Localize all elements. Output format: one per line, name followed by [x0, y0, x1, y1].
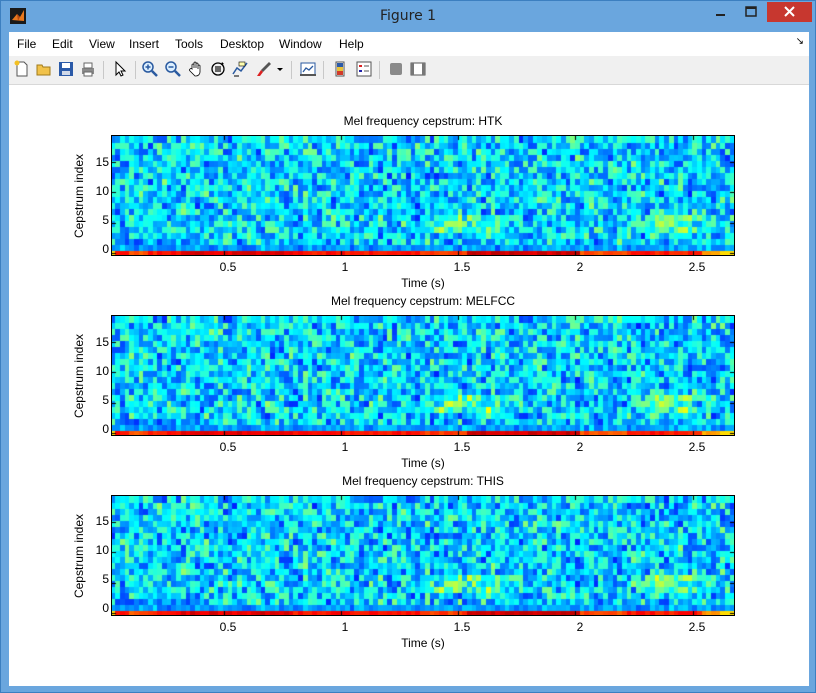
x-axis-label: Time (s) — [401, 456, 445, 470]
y-tick-label: 5 — [102, 393, 109, 407]
subplot-title: Mel frequency cepstrum: MELFCC — [330, 294, 516, 308]
toolbar-separator — [379, 61, 380, 79]
y-axis-label: Cepstrum index — [72, 153, 86, 239]
x-tick-label: 0.5 — [219, 260, 237, 274]
y-tick-label: 15 — [95, 335, 109, 349]
menu-insert[interactable]: Insert — [129, 37, 160, 51]
brush-icon[interactable] — [255, 60, 273, 78]
menu-file[interactable]: File — [17, 37, 37, 51]
title-bar[interactable]: Figure 1 — [1, 1, 815, 31]
spectrogram-image — [111, 495, 735, 616]
legend-icon[interactable] — [355, 60, 373, 78]
toolbar-separator — [103, 61, 104, 79]
menu-tools[interactable]: Tools — [175, 37, 204, 51]
y-tick-label: 0 — [102, 242, 109, 256]
dock-arrow-icon[interactable]: ↘ — [795, 36, 804, 47]
open-file-icon[interactable] — [35, 60, 53, 78]
x-tick-label: 1.5 — [453, 620, 471, 634]
y-tick-label: 10 — [95, 543, 109, 557]
y-tick-label: 10 — [95, 364, 109, 378]
x-tick-label: 1.5 — [453, 440, 471, 454]
minimize-button[interactable] — [705, 2, 735, 22]
close-icon — [784, 6, 795, 17]
pointer-icon[interactable] — [111, 60, 129, 78]
subplot-title: Mel frequency cepstrum: THIS — [342, 474, 504, 488]
data-cursor-icon[interactable] — [231, 60, 249, 78]
show-plot-tools-icon[interactable] — [409, 60, 427, 78]
x-axis-label: Time (s) — [401, 276, 445, 290]
figure-canvas: Mel frequency cepstrum: HTK Cepstrum ind… — [9, 85, 809, 686]
menu-window[interactable]: Window — [279, 37, 322, 51]
print-icon[interactable] — [79, 60, 97, 78]
x-axis-label: Time (s) — [401, 636, 445, 650]
y-axis-label: Cepstrum index — [72, 513, 86, 599]
subplot-title: Mel frequency cepstrum: HTK — [343, 114, 503, 128]
save-icon[interactable] — [57, 60, 75, 78]
spectrogram-image — [111, 135, 735, 256]
colorbar-icon[interactable] — [331, 60, 349, 78]
axes-frame — [111, 135, 735, 256]
x-tick-label: 1 — [341, 440, 349, 454]
x-tick-label: 2 — [576, 620, 584, 634]
x-tick-label: 1 — [341, 620, 349, 634]
y-tick-label: 0 — [102, 422, 109, 436]
menu-edit[interactable]: Edit — [52, 37, 73, 51]
axes-frame — [111, 495, 735, 616]
x-tick-label: 1 — [341, 260, 349, 274]
brush-dropdown-icon[interactable] — [275, 60, 285, 78]
y-tick-label: 15 — [95, 514, 109, 528]
x-tick-label: 1.5 — [453, 260, 471, 274]
x-tick-label: 0.5 — [219, 620, 237, 634]
x-tick-label: 2.5 — [688, 260, 706, 274]
axes-frame — [111, 315, 735, 436]
menu-bar: File Edit View Insert Tools Desktop Wind… — [9, 32, 809, 56]
y-tick-label: 10 — [95, 184, 109, 198]
y-axis-label: Cepstrum index — [72, 333, 86, 419]
y-tick-label: 0 — [102, 601, 109, 615]
y-tick-label: 5 — [102, 213, 109, 227]
close-button[interactable] — [767, 2, 812, 22]
zoom-out-icon[interactable] — [164, 60, 182, 78]
x-tick-label: 2 — [576, 440, 584, 454]
matlab-logo-icon — [10, 8, 26, 24]
toolbar-separator — [135, 61, 136, 79]
hide-plot-tools-icon[interactable] — [387, 60, 405, 78]
maximize-icon — [745, 6, 757, 17]
figure-toolbar — [9, 56, 809, 85]
window-title: Figure 1 — [379, 8, 437, 24]
y-tick-label: 15 — [95, 155, 109, 169]
zoom-in-icon[interactable] — [141, 60, 159, 78]
menu-help[interactable]: Help — [339, 37, 364, 51]
link-plot-icon[interactable] — [299, 60, 317, 78]
menu-view[interactable]: View — [89, 37, 115, 51]
x-tick-label: 2 — [576, 260, 584, 274]
x-tick-label: 0.5 — [219, 440, 237, 454]
pan-icon[interactable] — [187, 60, 205, 78]
rotate-3d-icon[interactable] — [209, 60, 227, 78]
x-tick-label: 2.5 — [688, 620, 706, 634]
maximize-button[interactable] — [736, 2, 766, 22]
toolbar-separator — [323, 61, 324, 79]
minimize-icon — [716, 14, 725, 16]
x-tick-label: 2.5 — [688, 440, 706, 454]
toolbar-separator — [291, 61, 292, 79]
new-figure-icon[interactable] — [13, 60, 31, 78]
spectrogram-image — [111, 315, 735, 436]
menu-desktop[interactable]: Desktop — [220, 37, 265, 51]
y-tick-label: 5 — [102, 572, 109, 586]
